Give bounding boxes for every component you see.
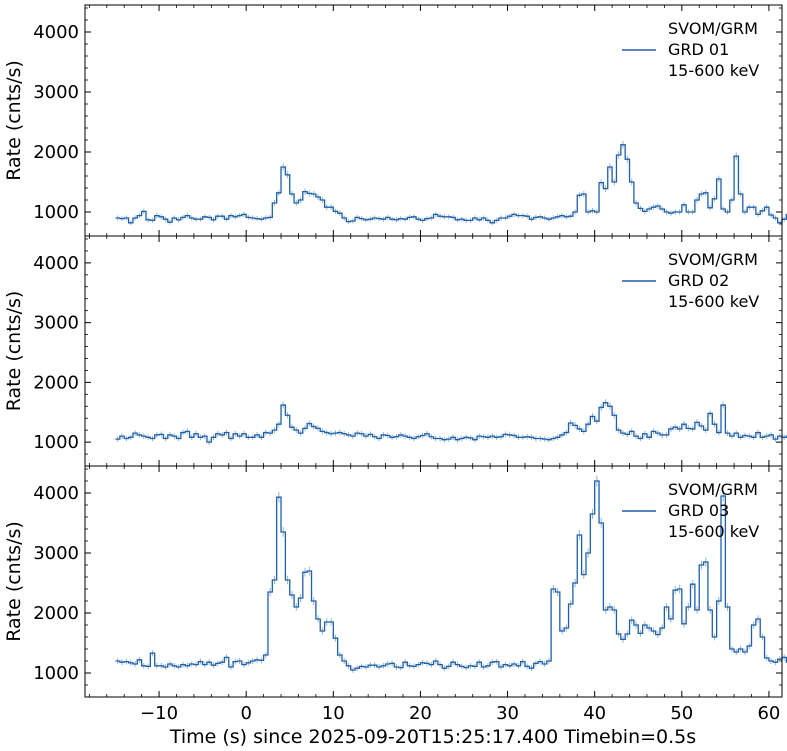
legend: SVOM/GRM GRD 03 15-600 keV xyxy=(622,480,759,541)
y-tick-label: 4000 xyxy=(33,22,79,43)
x-tick-label: 30 xyxy=(496,703,519,724)
y-tick-label: 3000 xyxy=(33,82,79,103)
legend-entry: SVOM/GRM xyxy=(668,19,758,38)
y-tick-label: 2000 xyxy=(33,372,79,393)
x-tick-label: 20 xyxy=(409,703,432,724)
y-tick-label: 1000 xyxy=(33,432,79,453)
x-tick-label: 0 xyxy=(240,703,251,724)
legend: SVOM/GRM GRD 02 15-600 keV xyxy=(622,250,759,311)
y-tick-label: 1000 xyxy=(33,663,79,684)
y-tick-label: 3000 xyxy=(33,543,79,564)
major-ticks xyxy=(85,5,782,236)
axes-frame xyxy=(84,465,783,698)
x-axis-label: Time (s) since 2025-09-20T15:25:17.400 T… xyxy=(169,726,696,748)
legend-entry: 15-600 keV xyxy=(668,61,759,80)
y-tick-label: 4000 xyxy=(33,253,79,274)
x-tick-label: 10 xyxy=(322,703,345,724)
legend-entry: 15-600 keV xyxy=(668,292,759,311)
x-tick-label: 60 xyxy=(757,703,780,724)
y-tick-label: 2000 xyxy=(33,603,79,624)
x-tick-label: 40 xyxy=(583,703,606,724)
legend-entry: GRD 03 xyxy=(668,501,729,520)
y-axis-label: Rate (cnts/s) xyxy=(3,291,25,412)
legend-entry: 15-600 keV xyxy=(668,522,759,541)
x-tick-label: 50 xyxy=(670,703,693,724)
panel-3: 1000 2000 3000 4000 −10 0 10 20 30 40 50 60 Rate (cn… xyxy=(3,465,787,724)
legend: SVOM/GRM GRD 01 15-600 keV xyxy=(622,19,759,80)
y-tick-label: 2000 xyxy=(33,142,79,163)
legend-entry: SVOM/GRM xyxy=(668,250,758,269)
series-line-1 xyxy=(115,402,787,443)
y-axis-label: Rate (cnts/s) xyxy=(3,60,25,181)
major-ticks xyxy=(85,466,782,697)
legend-entry: GRD 01 xyxy=(668,40,729,59)
series-line-1 xyxy=(115,480,787,671)
legend-entry: SVOM/GRM xyxy=(668,480,758,499)
legend-entry: GRD 02 xyxy=(668,271,729,290)
y-axis-label: Rate (cnts/s) xyxy=(3,521,25,642)
panel-2: 1000 2000 3000 4000 Rate (cnts/s) SVOM/GRM GRD… xyxy=(3,235,787,467)
x-tick-label: −10 xyxy=(140,703,178,724)
y-tick-label: 4000 xyxy=(33,483,79,504)
panels: 1000 2000 3000 4000 Rate (cnts/s) SVOM/GRM GRD… xyxy=(3,4,787,724)
y-tick-label: 3000 xyxy=(33,313,79,334)
series-line-1 xyxy=(115,144,787,224)
major-ticks xyxy=(85,236,782,466)
panel-1: 1000 2000 3000 4000 Rate (cnts/s) SVOM/GRM GRD… xyxy=(3,4,787,237)
y-tick-label: 1000 xyxy=(33,202,79,223)
